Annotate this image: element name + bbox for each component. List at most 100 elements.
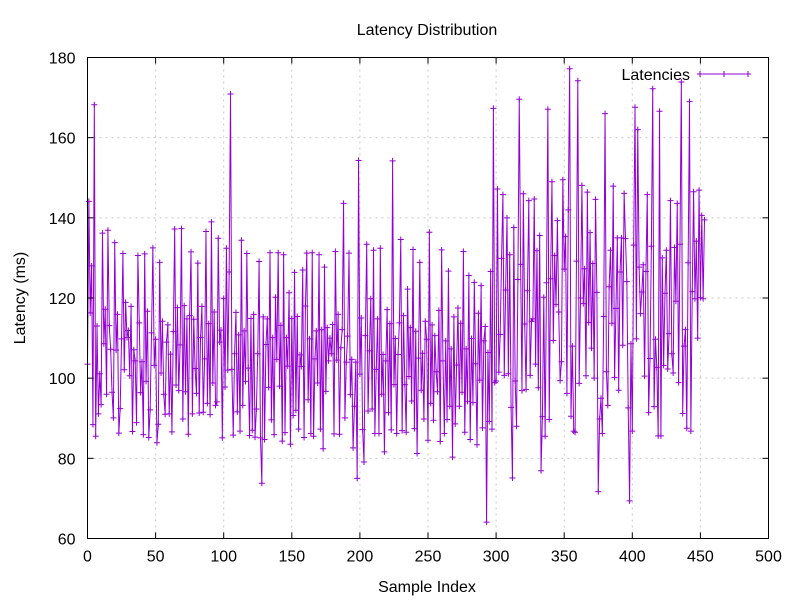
data-point	[189, 410, 196, 417]
data-point	[277, 322, 284, 329]
data-point	[341, 414, 348, 421]
data-point	[562, 233, 569, 240]
data-point	[465, 272, 472, 279]
data-point	[134, 252, 141, 259]
data-point	[196, 410, 203, 417]
data-point	[469, 399, 476, 406]
legend-marker-latencies	[697, 71, 751, 77]
data-point	[453, 361, 460, 368]
data-point	[681, 343, 688, 350]
data-point	[543, 279, 550, 286]
data-point	[122, 299, 129, 306]
data-point	[412, 328, 419, 335]
data-point	[656, 108, 663, 115]
data-point	[393, 430, 400, 437]
data-point	[475, 310, 482, 317]
data-point	[340, 200, 347, 207]
data-point	[645, 409, 652, 416]
data-point	[666, 330, 673, 337]
data-point	[385, 409, 392, 416]
data-point	[181, 302, 188, 309]
data-point	[171, 226, 178, 233]
data-point	[444, 416, 451, 423]
data-point	[399, 427, 406, 434]
data-point	[238, 237, 245, 244]
data-point	[441, 430, 448, 437]
data-point	[296, 351, 303, 358]
data-point	[529, 315, 536, 322]
data-point	[197, 334, 204, 341]
data-point	[553, 301, 560, 308]
data-point	[168, 428, 175, 435]
data-point	[610, 183, 617, 190]
data-point	[275, 249, 282, 256]
data-point	[115, 430, 122, 437]
data-point	[588, 345, 595, 352]
data-point	[670, 369, 677, 376]
data-point	[170, 328, 177, 335]
data-point	[220, 295, 227, 302]
data-point	[607, 247, 614, 254]
data-point	[369, 406, 376, 413]
data-point	[418, 387, 425, 394]
data-point	[280, 251, 287, 258]
data-point	[226, 268, 233, 275]
data-point	[608, 320, 615, 327]
x-tick-label: 50	[147, 549, 165, 566]
data-point	[224, 367, 231, 374]
data-point	[664, 365, 671, 372]
data-point	[246, 432, 253, 439]
data-point	[675, 379, 682, 386]
data-point	[452, 420, 459, 427]
data-point	[158, 369, 165, 376]
data-point	[591, 375, 598, 382]
data-point	[623, 278, 630, 285]
data-point	[365, 408, 372, 415]
data-point	[217, 327, 224, 334]
data-point	[104, 227, 111, 234]
data-point	[85, 198, 92, 205]
data-point	[230, 432, 237, 439]
data-point	[143, 378, 150, 385]
data-point	[422, 318, 429, 325]
data-point	[347, 391, 354, 398]
data-point	[478, 282, 485, 289]
data-point	[448, 345, 455, 352]
data-point	[141, 250, 148, 257]
data-point	[302, 303, 309, 310]
data-point	[201, 355, 208, 362]
data-point	[87, 309, 94, 316]
data-point	[337, 344, 344, 351]
data-point	[547, 275, 554, 282]
y-tick-label: 180	[49, 51, 76, 68]
data-point	[502, 286, 509, 293]
data-point	[457, 320, 464, 327]
data-point	[449, 454, 456, 461]
data-point	[109, 389, 116, 396]
data-point	[501, 372, 508, 379]
data-point	[322, 388, 329, 395]
data-point	[633, 335, 640, 342]
data-point	[303, 250, 310, 257]
data-point	[438, 246, 445, 253]
data-point	[264, 315, 271, 322]
data-point	[279, 438, 286, 445]
data-point	[544, 106, 551, 113]
data-point	[558, 358, 565, 365]
y-tick-label: 160	[49, 131, 76, 148]
data-point	[283, 334, 290, 341]
data-point	[674, 200, 681, 207]
data-point	[661, 290, 668, 297]
data-point	[164, 321, 171, 328]
data-point	[324, 324, 331, 331]
data-point	[686, 98, 693, 105]
data-point	[89, 421, 96, 428]
data-point	[232, 309, 239, 316]
data-point	[525, 197, 532, 204]
data-point	[603, 368, 610, 375]
data-point	[471, 279, 478, 286]
data-point	[194, 260, 201, 267]
data-point	[326, 335, 333, 342]
data-point	[231, 350, 238, 357]
data-point	[268, 416, 275, 423]
